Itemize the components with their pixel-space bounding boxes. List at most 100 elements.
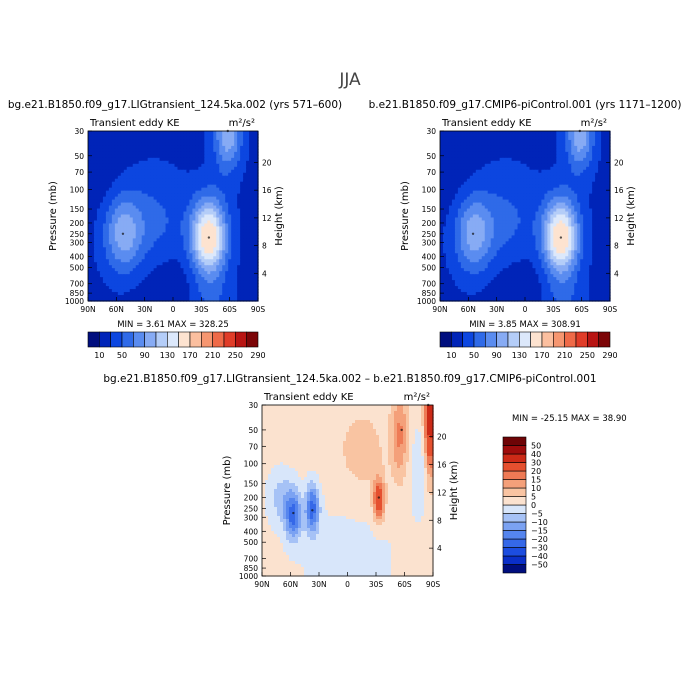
heatmap-cell <box>541 136 545 141</box>
heatmap-cell <box>442 163 447 168</box>
heatmap-cell <box>108 268 113 272</box>
heatmap-cell <box>150 160 155 165</box>
heatmap-cell <box>159 298 164 302</box>
heatmap-cell <box>171 187 176 192</box>
heatmap-cell <box>252 202 256 207</box>
heatmap-cell <box>490 184 495 189</box>
heatmap-cell <box>541 211 545 216</box>
heatmap-cell <box>249 262 253 266</box>
heatmap-cell <box>457 193 462 198</box>
heatmap-cell <box>189 220 193 225</box>
heatmap-cell <box>138 292 143 296</box>
heatmap-cell <box>231 241 235 245</box>
heatmap-cell <box>144 295 149 299</box>
heatmap-cell <box>135 217 140 222</box>
heatmap-cell <box>460 142 465 147</box>
heatmap-cell <box>168 184 173 189</box>
heatmap-cell <box>129 181 134 186</box>
heatmap-cell <box>198 271 202 275</box>
heatmap-cell <box>144 181 149 186</box>
heatmap-cell <box>138 205 143 210</box>
heatmap-cell <box>463 199 468 204</box>
heatmap-cell <box>153 298 158 302</box>
heatmap-cell <box>138 166 143 171</box>
heatmap-cell <box>219 166 223 171</box>
heatmap-cell <box>544 190 548 195</box>
heatmap-cell <box>144 136 149 141</box>
heatmap-cell <box>168 208 173 213</box>
heatmap-cell <box>144 226 149 231</box>
heatmap-cell <box>192 259 196 263</box>
heatmap-cell <box>484 131 489 135</box>
heatmap-cell <box>210 172 214 177</box>
heatmap-cell <box>126 295 131 299</box>
heatmap-cell <box>526 187 531 192</box>
heatmap-cell <box>186 238 190 242</box>
heatmap-cell <box>225 232 229 236</box>
heatmap-cell <box>207 220 211 225</box>
heatmap-cell <box>195 181 199 186</box>
heatmap-cell <box>201 145 205 150</box>
heatmap-cell <box>162 238 167 242</box>
heatmap-cell <box>93 199 98 204</box>
heatmap-cell <box>550 172 554 177</box>
heatmap-cell <box>171 139 176 144</box>
heatmap-cell <box>493 205 498 210</box>
heatmap-cell <box>562 199 566 204</box>
heatmap-cell <box>88 283 92 287</box>
heatmap-cell <box>517 157 522 162</box>
heatmap-cell <box>204 145 208 150</box>
heatmap-cell <box>568 172 572 177</box>
heatmap-cell <box>102 211 107 216</box>
heatmap-cell <box>240 184 244 189</box>
heatmap-cell <box>168 259 173 263</box>
heatmap-cell <box>535 214 540 219</box>
heatmap-cell <box>484 136 489 141</box>
heatmap-cell <box>132 175 137 180</box>
heatmap-cell <box>234 214 238 219</box>
heatmap-cell <box>535 175 540 180</box>
heatmap-cell <box>150 289 155 293</box>
heatmap-cell <box>553 193 557 198</box>
heatmap-cell <box>460 151 465 156</box>
heatmap-cell <box>246 229 250 233</box>
heatmap-cell <box>138 193 143 198</box>
heatmap-cell <box>153 274 158 278</box>
heatmap-cell <box>93 131 98 135</box>
y-tick-label: 300 <box>70 239 85 248</box>
heatmap-cell <box>90 226 95 231</box>
heatmap-cell <box>138 175 143 180</box>
heatmap-cell <box>481 142 486 147</box>
heatmap-cell <box>88 184 92 189</box>
heatmap-cell <box>189 166 193 171</box>
heatmap-cell <box>604 193 608 198</box>
heatmap-cell <box>195 283 199 287</box>
heatmap-cell <box>168 154 173 159</box>
heatmap-cell <box>189 268 193 272</box>
heatmap-cell <box>526 202 531 207</box>
heatmap-cell <box>198 205 202 210</box>
heatmap-cell <box>156 232 161 236</box>
heatmap-cell <box>222 131 226 135</box>
heatmap-cell <box>523 187 528 192</box>
heatmap-cell <box>117 160 122 165</box>
heatmap-cell <box>514 175 519 180</box>
heatmap-cell <box>520 157 525 162</box>
heatmap-cell <box>141 298 146 302</box>
heatmap-cell <box>466 208 471 213</box>
heatmap-cell <box>538 190 542 195</box>
heatmap-cell <box>469 184 474 189</box>
heatmap-cell <box>189 217 193 222</box>
heatmap-cell <box>180 214 185 219</box>
heatmap-cell <box>559 172 563 177</box>
heatmap-cell <box>192 280 196 284</box>
heatmap-cell <box>111 289 116 293</box>
heatmap-cell <box>511 166 516 171</box>
heatmap-cell <box>207 205 211 210</box>
heatmap-cell <box>445 193 450 198</box>
heatmap-cell <box>502 208 507 213</box>
heatmap-cell <box>156 229 161 233</box>
heatmap-cell <box>487 178 492 183</box>
heatmap-cell <box>189 235 193 239</box>
heatmap-cell <box>213 142 217 147</box>
